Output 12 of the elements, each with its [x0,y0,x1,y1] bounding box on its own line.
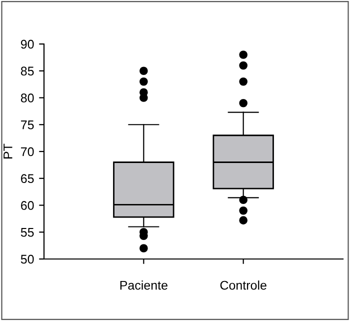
y-tick-label: 65 [21,174,34,184]
y-tick-label: 85 [20,66,34,76]
y-axis-title: PT [4,144,12,158]
y-tick-label: 70 [21,147,34,156]
y-tick-label: 50 [20,254,34,264]
y-tick-label: 75 [21,120,34,130]
y-tick-label: 80 [20,94,34,102]
x-tick-label: Controle [220,280,266,290]
x-tick-label: Paciente [120,280,168,290]
y-tick-label: 55 [20,228,34,237]
y-tick-label: 60 [21,201,34,210]
y-tick-label: 90 [20,40,34,49]
